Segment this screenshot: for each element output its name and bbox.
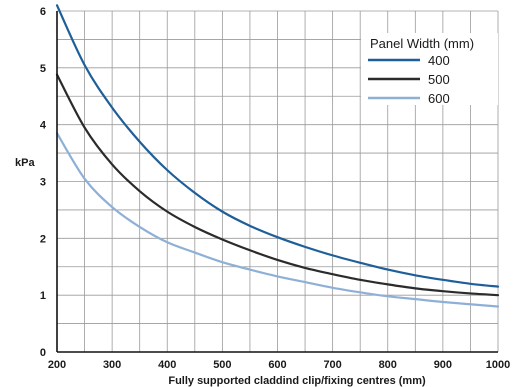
series-layer [55, 4, 500, 308]
y-tick-label: 4 [40, 120, 47, 132]
legend-items: 400 500 600 [368, 53, 450, 106]
y-tick-label: 0 [40, 347, 46, 359]
y-tick-labels: 0 1 2 3 4 5 6 [40, 6, 47, 359]
legend-box [361, 33, 498, 105]
x-tick-label: 900 [434, 359, 452, 371]
x-tick-label: 600 [268, 359, 286, 371]
legend-label-400: 400 [428, 53, 450, 68]
y-axis-title: kPa [15, 157, 35, 169]
x-tick-label: 300 [103, 359, 121, 371]
x-tick-label: 800 [379, 359, 397, 371]
x-tick-labels: 200 300 400 500 600 700 800 900 1000 [48, 359, 510, 371]
axes [56, 11, 498, 353]
x-tick-label: 400 [158, 359, 176, 371]
y-tick-label: 3 [40, 177, 46, 189]
legend: Panel Width (mm) 400 500 600 [361, 33, 498, 106]
legend-label-600: 600 [428, 91, 450, 106]
y-tick-label: 2 [40, 233, 46, 245]
series-line-400 [55, 4, 500, 288]
x-axis-title: Fully supported claddind clip/fixing cen… [168, 375, 426, 387]
y-tick-label: 6 [40, 6, 46, 18]
x-tick-label: 200 [48, 359, 66, 371]
series-line-500 [55, 73, 500, 297]
legend-label-500: 500 [428, 72, 450, 87]
series-line-600 [55, 132, 500, 308]
y-tick-label: 1 [40, 290, 46, 302]
legend-title: Panel Width (mm) [370, 36, 474, 51]
y-tick-label: 5 [40, 63, 46, 75]
x-tick-label: 700 [323, 359, 341, 371]
x-tick-label: 500 [213, 359, 231, 371]
x-tick-label: 1000 [486, 359, 510, 371]
